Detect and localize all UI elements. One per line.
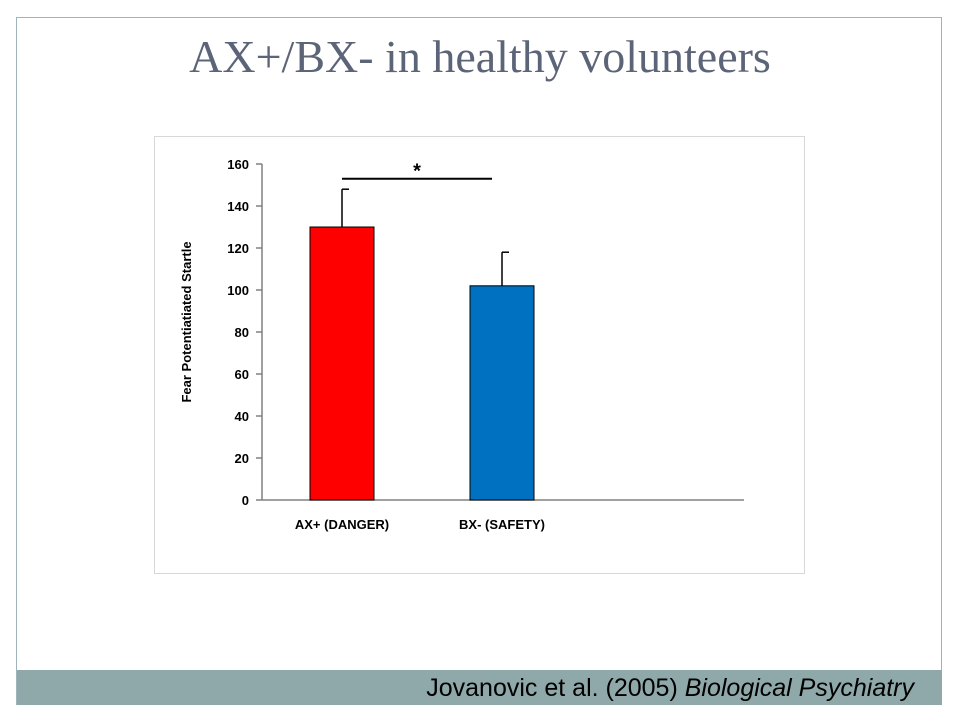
significance-star: *	[413, 161, 421, 183]
x-category-label: AX+ (DANGER)	[295, 517, 389, 532]
y-tick-label: 160	[227, 157, 249, 172]
x-category-label: BX- (SAFETY)	[459, 517, 545, 532]
y-tick-label: 20	[235, 451, 249, 466]
citation: Jovanovic et al. (2005) Biological Psych…	[426, 671, 914, 705]
y-tick-label: 120	[227, 241, 249, 256]
citation-authors: Jovanovic et al. (2005)	[426, 674, 685, 702]
y-tick-label: 100	[227, 283, 249, 298]
y-tick-label: 60	[235, 367, 249, 382]
bar-chart: 0 20 40 60 80 100 120 140 160 AX+ (DANGER) BX- (SA…	[179, 157, 744, 532]
chart-area: 0 20 40 60 80 100 120 140 160 AX+ (DANGER) BX- (SA…	[154, 136, 805, 574]
bar-1	[469, 285, 535, 501]
bar-0	[309, 226, 375, 501]
y-tick-label: 80	[235, 325, 249, 340]
y-axis-label: Fear Potentiatiated Startle	[179, 241, 194, 402]
footer-bar: Jovanovic et al. (2005) Biological Psych…	[17, 670, 942, 705]
y-tick-label: 140	[227, 199, 249, 214]
citation-journal: Biological Psychiatry	[684, 674, 914, 702]
y-tick-label: 0	[242, 493, 249, 508]
y-tick-label: 40	[235, 409, 249, 424]
slide-title: AX+/BX- in healthy volunteers	[189, 31, 771, 82]
